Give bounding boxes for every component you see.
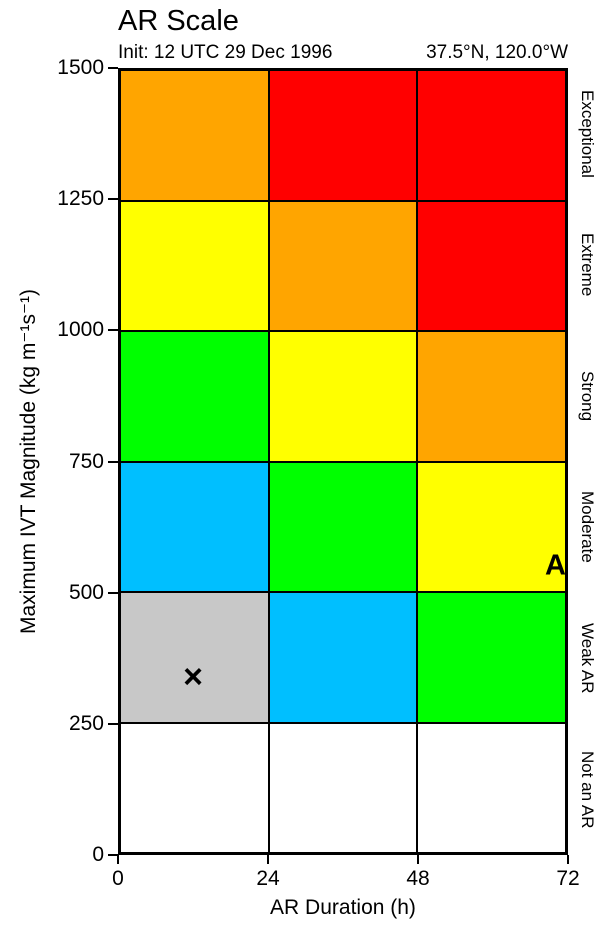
y-tick-label-1250: 1250 — [57, 187, 104, 211]
y-tick-500 — [108, 591, 118, 594]
row-label-extreme: Extreme — [578, 233, 597, 297]
x-tick-label-48: 48 — [406, 867, 430, 890]
grid-cell-row0-col2 — [418, 71, 565, 200]
row-label-strong: Strong — [578, 370, 597, 421]
row-label-moderate: Moderate — [578, 491, 597, 563]
init-time-label: Init: 12 UTC 29 Dec 1996 — [118, 42, 333, 63]
y-tick-1000 — [108, 329, 118, 332]
grid-cell-row5-col2 — [418, 723, 565, 852]
y-tick-label-750: 750 — [68, 449, 104, 473]
grid-cell-row2-col1 — [269, 332, 417, 461]
ar-category-marker: A — [545, 549, 566, 582]
x-axis-title: AR Duration (h) — [270, 896, 416, 919]
grid-cell-row2-col2 — [418, 332, 565, 461]
x-tick-24 — [267, 855, 269, 864]
chart-title: AR Scale — [118, 5, 239, 37]
grid-cell-row5-col0 — [121, 723, 268, 852]
grid-cell-row5-col1 — [269, 723, 417, 852]
x-tick-label-72: 72 — [556, 867, 580, 890]
x-tick-48 — [417, 855, 419, 864]
grid-cell-row4-col0 — [121, 593, 268, 722]
y-tick-label-1500: 1500 — [57, 56, 104, 79]
row-label-exceptional: Exceptional — [578, 89, 597, 178]
grid-cell-row4-col2 — [418, 593, 565, 722]
x-tick-label-0: 0 — [112, 867, 124, 890]
y-tick-1250 — [108, 198, 118, 201]
location-label: 37.5°N, 120.0°W — [426, 42, 568, 63]
row-label-not-an-ar: Not an AR — [578, 750, 597, 829]
x-tick-label-24: 24 — [256, 867, 280, 890]
y-tick-label-0: 0 — [92, 843, 104, 866]
x-tick-0 — [117, 855, 119, 864]
grid-cell-row3-col1 — [269, 462, 417, 591]
y-tick-label-1000: 1000 — [57, 318, 104, 342]
grid-cell-row1-col1 — [269, 201, 417, 330]
y-tick-label-500: 500 — [68, 580, 104, 604]
grid-cell-row1-col2 — [418, 201, 565, 330]
grid-cell-row1-col0 — [121, 201, 268, 330]
y-tick-750 — [108, 460, 118, 463]
grid-cell-row0-col0 — [121, 71, 268, 200]
grid-cell-row4-col1 — [269, 593, 417, 722]
row-label-weak-ar: Weak AR — [578, 622, 597, 694]
y-tick-1500 — [108, 67, 118, 69]
x-tick-72 — [567, 855, 569, 864]
heatmap-grid — [118, 68, 568, 855]
y-tick-0 — [108, 854, 118, 856]
y-tick-label-250: 250 — [68, 711, 104, 735]
grid-cell-row0-col1 — [269, 71, 417, 200]
grid-cell-row2-col0 — [121, 332, 268, 461]
chart-subtitle: Init: 12 UTC 29 Dec 1996 37.5°N, 120.0°W — [118, 42, 568, 64]
grid-cell-row3-col2 — [418, 462, 565, 591]
grid-cell-row3-col0 — [121, 462, 268, 591]
observed-point-marker: × — [183, 657, 203, 696]
y-tick-250 — [108, 722, 118, 725]
